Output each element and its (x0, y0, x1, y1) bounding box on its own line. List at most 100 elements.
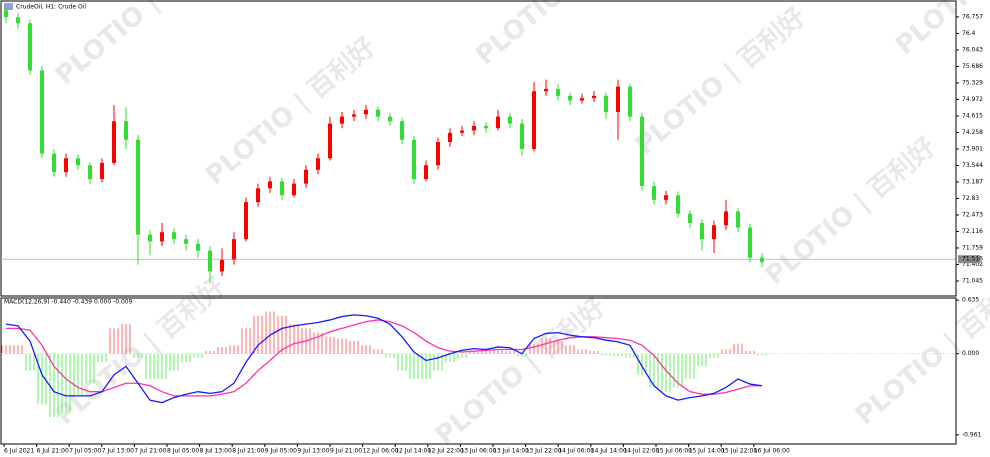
macd-panel-frame (0, 297, 957, 445)
candle-body (280, 181, 284, 196)
candle-body (340, 116, 344, 124)
y-tick-label: 71.759 (962, 244, 983, 251)
x-tick-label: 12 Jul 14:00 (395, 448, 431, 455)
x-tick-label: 14 Jul 06:00 (558, 448, 594, 455)
candle-body (412, 139, 416, 180)
candle-body (148, 234, 152, 242)
x-tick-label: 6 Jul 21:00 (37, 448, 69, 455)
candle-body (4, 10, 8, 18)
candle-body (760, 257, 764, 263)
candle-body (664, 195, 668, 200)
candle-body (76, 158, 80, 166)
y-tick-label: 73.901 (962, 145, 983, 152)
candle-body (568, 95, 572, 101)
x-tick-label: 12 Jul 22:00 (428, 448, 464, 455)
candle-body (88, 165, 92, 180)
candle-body (436, 142, 440, 166)
y-tick-label: 0.000 (962, 350, 979, 357)
candle-body (328, 123, 332, 159)
candle-body (364, 109, 368, 115)
x-tick-label: 8 Jul 05:00 (167, 448, 199, 455)
candle-body (544, 88, 548, 92)
y-tick-label: 76.757 (962, 13, 983, 20)
candle-body (268, 181, 272, 189)
candle-body (244, 202, 248, 240)
x-tick-label: 16 Jul 06:00 (754, 448, 790, 455)
candle-body (28, 23, 32, 71)
x-tick-label: 15 Jul 06:00 (656, 448, 692, 455)
y-tick-label: 0.635 (962, 297, 979, 304)
candle-body (220, 259, 224, 272)
y-tick-label: -0.961 (962, 431, 982, 438)
candle-body (580, 98, 584, 101)
x-tick-label: 7 Jul 21:00 (134, 448, 166, 455)
x-tick-label: 12 Jul 06:00 (363, 448, 399, 455)
candle-body (496, 116, 500, 129)
y-tick-label: 74.258 (962, 129, 983, 136)
y-tick-label: 71.402 (962, 261, 983, 268)
candle-body (352, 114, 356, 117)
candle-body (376, 109, 380, 117)
candle-body (472, 125, 476, 131)
candle-body (556, 88, 560, 96)
candle-body (388, 116, 392, 122)
candle-body (592, 95, 596, 99)
candle-body (64, 158, 68, 173)
candle-body (40, 70, 44, 154)
x-tick-label: 15 Jul 14:00 (689, 448, 725, 455)
x-tick-label: 6 Jul 2021 (4, 448, 34, 455)
x-tick-label: 14 Jul 14:00 (591, 448, 627, 455)
candle-body (256, 188, 260, 203)
candle-body (508, 116, 512, 124)
candle-body (460, 130, 464, 133)
candle-body (196, 243, 200, 251)
y-tick-label: 75.329 (962, 79, 983, 86)
current-price-box (958, 255, 980, 264)
x-tick-label: 13 Jul 06:00 (460, 448, 496, 455)
candle-body (736, 211, 740, 228)
candle-body (640, 116, 644, 186)
candle-body (484, 125, 488, 129)
candle-body (724, 211, 728, 226)
y-tick-label: 73.544 (962, 162, 983, 169)
candle-body (448, 132, 452, 143)
indicator-title: MACD(12,26,9) -0.440 -0.439 0.000 -0.009 (4, 299, 133, 306)
x-tick-label: 13 Jul 22:00 (526, 448, 562, 455)
y-tick-label: 76.4 (962, 30, 976, 37)
candle-body (112, 121, 116, 163)
y-tick-label: 74.972 (962, 96, 983, 103)
candle-body (676, 195, 680, 214)
x-tick-label: 9 Jul 13:00 (297, 448, 329, 455)
y-tick-label: 73.187 (962, 178, 983, 185)
candle-body (124, 121, 128, 140)
candle-body (292, 183, 296, 196)
candle-body (688, 213, 692, 223)
symbol-icon (4, 3, 13, 10)
candle-body (160, 232, 164, 242)
x-tick-label: 9 Jul 05:00 (265, 448, 297, 455)
candle-body (184, 239, 188, 244)
candle-body (628, 86, 632, 117)
candle-body (700, 222, 704, 240)
candle-body (712, 225, 716, 240)
candle-body (232, 239, 236, 260)
candle-body (16, 17, 20, 24)
x-tick-label: 7 Jul 13:00 (102, 448, 134, 455)
candle-body (616, 86, 620, 113)
y-tick-label: 75.686 (962, 63, 983, 70)
candle-body (400, 121, 404, 140)
chart-title: CrudeOil, H1: Crude Oil (16, 4, 86, 11)
y-tick-label: 71.045 (962, 277, 983, 284)
x-tick-label: 14 Jul 22:00 (623, 448, 659, 455)
candle-body (172, 232, 176, 240)
candle-body (304, 169, 308, 184)
candle-body (136, 139, 140, 235)
macd-line (5, 314, 763, 404)
x-tick-label: 9 Jul 21:00 (330, 448, 362, 455)
candle-body (604, 95, 608, 113)
x-tick-label: 15 Jul 22:00 (721, 448, 757, 455)
y-tick-label: 76.043 (962, 46, 983, 53)
candle-body (52, 153, 56, 173)
